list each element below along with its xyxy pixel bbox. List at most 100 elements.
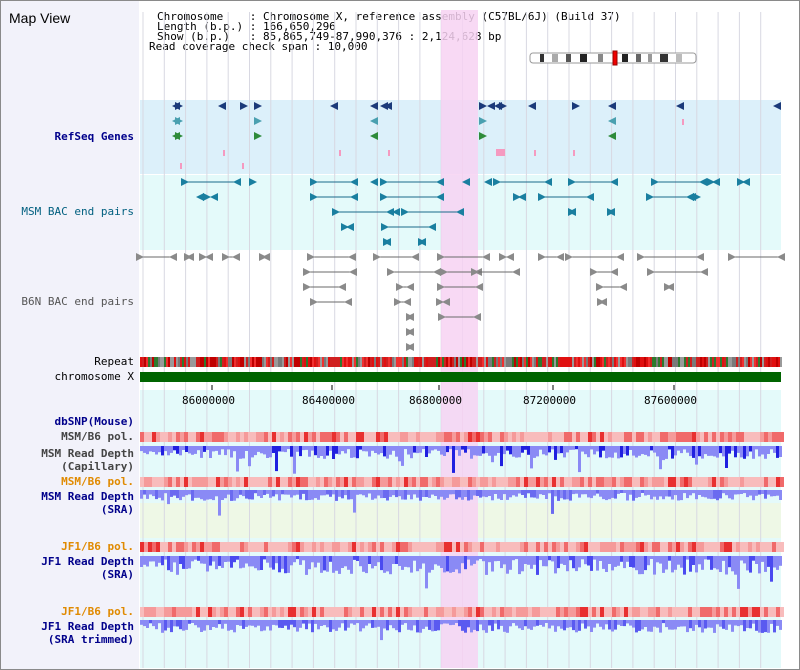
repeat-block	[310, 357, 312, 367]
gene-marker	[384, 102, 392, 110]
msm-capillary-depth-bar	[773, 446, 776, 453]
msm-capillary-depth-bar	[362, 446, 365, 452]
label-msm-bac[interactable]: MSM BAC end pairs	[21, 205, 134, 218]
label-dbsnp[interactable]: dbSNP(Mouse)	[54, 415, 134, 428]
msm-capillary-depth-bar	[629, 446, 632, 450]
msm-capillary-pol-cell	[260, 432, 264, 442]
repeat-block	[328, 357, 330, 367]
label-refseq-genes[interactable]: RefSeq Genes	[54, 130, 134, 143]
jf1-trimmed-depth-bar	[179, 620, 182, 630]
msm-pol-cell	[152, 477, 156, 487]
jf1-sra-depth-bar	[386, 556, 389, 572]
jf1-sra-depth-bar	[179, 556, 182, 564]
jf1-pol-cell	[176, 542, 180, 552]
msm-sra-depth-bar	[182, 490, 185, 497]
jf1-sra-depth-bar	[431, 556, 434, 570]
msm-sra-depth-bar	[365, 490, 368, 498]
msm-sra-depth-bar	[317, 490, 320, 500]
label-b6n-bac[interactable]: B6N BAC end pairs	[21, 295, 134, 308]
msm-sra-depth-bar	[422, 490, 425, 497]
jf1-trimmed-depth-bar	[161, 620, 164, 633]
msm-capillary-depth-bar	[146, 446, 149, 455]
msm-capillary-depth-bar	[566, 446, 569, 453]
label-msm-b6-pol-capillary[interactable]: MSM/B6 pol.	[61, 430, 134, 443]
msm-capillary-pol-cell	[672, 432, 676, 442]
repeat-block	[768, 357, 770, 367]
repeat-block	[752, 357, 754, 367]
jf1-pol-cell-2	[140, 607, 144, 617]
jf1-pol-cell-2	[312, 607, 316, 617]
repeat-block	[404, 357, 406, 367]
jf1-trimmed-depth-bar	[596, 620, 599, 624]
jf1-pol-cell	[448, 542, 452, 552]
msm-pol-cell	[656, 477, 660, 487]
repeat-block	[206, 357, 208, 367]
jf1-trimmed-depth-bar	[479, 620, 482, 625]
label-msm-depth-capillary[interactable]: MSM Read Depth	[41, 447, 134, 460]
jf1-sra-depth-bar	[671, 556, 674, 573]
msm-capillary-pol-cell	[164, 432, 168, 442]
label-jf1-depth-trimmed[interactable]: JF1 Read Depth	[41, 620, 134, 633]
msm-sra-depth-bar	[155, 490, 158, 500]
msm-sra-depth-bar	[326, 490, 329, 495]
jf1-pol-cell-2	[716, 607, 720, 617]
jf1-trimmed-depth-bar	[623, 620, 626, 627]
jf1-trimmed-depth-bar	[419, 620, 422, 633]
repeat-block	[662, 357, 664, 367]
repeat-block	[582, 357, 584, 367]
jf1-sra-depth-bar	[590, 556, 593, 571]
msm-capillary-depth-bar	[299, 446, 302, 457]
repeat-block	[596, 357, 598, 367]
jf1-pol-cell-2	[260, 607, 264, 617]
jf1-pol-cell-2	[316, 607, 320, 617]
msm-capillary-pol-cell	[344, 432, 348, 442]
msm-sra-depth-bar	[197, 490, 200, 498]
jf1-pol-cell-2	[604, 607, 608, 617]
msm-capillary-pol-cell	[476, 432, 480, 442]
jf1-sra-depth-bar	[449, 556, 452, 573]
msm-pol-cell	[212, 477, 216, 487]
msm-capillary-pol-cell	[496, 432, 500, 442]
msm-capillary-depth-bar	[728, 446, 731, 454]
jf1-sra-depth-bar	[458, 556, 461, 574]
jf1-pol-cell	[736, 542, 740, 552]
repeat-block	[588, 357, 590, 367]
bac-end-marker	[406, 343, 414, 351]
label-jf1-depth-sra[interactable]: JF1 Read Depth	[41, 555, 134, 568]
msm-capillary-pol-cell	[280, 432, 284, 442]
jf1-trimmed-depth-bar	[251, 620, 254, 626]
repeat-block	[508, 357, 510, 367]
jf1-trimmed-depth-bar	[707, 620, 710, 628]
jf1-sra-depth-bar	[404, 556, 407, 567]
label-msm-b6-pol[interactable]: MSM/B6 pol.	[61, 475, 134, 488]
jf1-sra-depth-bar	[224, 556, 227, 562]
msm-pol-cell	[744, 477, 748, 487]
repeat-block	[606, 357, 608, 367]
msm-sra-depth-bar	[386, 490, 389, 501]
label-msm-depth-sra[interactable]: MSM Read Depth	[41, 490, 134, 503]
jf1-trimmed-depth-bar	[341, 620, 344, 624]
label-jf1-b6-pol-2[interactable]: JF1/B6 pol.	[61, 605, 134, 618]
repeat-block	[586, 357, 588, 367]
jf1-sra-depth-bar	[485, 556, 488, 575]
msm-capillary-pol-cell	[660, 432, 664, 442]
bac-end-marker	[666, 283, 674, 291]
msm-sra-depth-bar	[779, 490, 782, 500]
jf1-trimmed-depth-bar	[197, 620, 200, 628]
label-jf1-b6-pol-1[interactable]: JF1/B6 pol.	[61, 540, 134, 553]
msm-capillary-pol-cell	[552, 432, 556, 442]
jf1-pol-cell-2	[564, 607, 568, 617]
bac-end-marker	[310, 193, 318, 201]
gene-marker	[240, 102, 248, 110]
jf1-sra-depth-bar	[197, 556, 200, 561]
msm-sra-depth-bar	[704, 490, 707, 498]
jf1-sra-depth-bar	[215, 556, 218, 570]
jf1-pol-cell-2	[320, 607, 324, 617]
jf1-pol-cell	[324, 542, 328, 552]
jf1-trimmed-depth-bar	[200, 620, 203, 632]
jf1-trimmed-depth-bar	[416, 620, 419, 633]
msm-pol-cell	[356, 477, 360, 487]
msm-sra-depth-bar	[647, 490, 650, 495]
ideogram-band	[636, 54, 641, 62]
